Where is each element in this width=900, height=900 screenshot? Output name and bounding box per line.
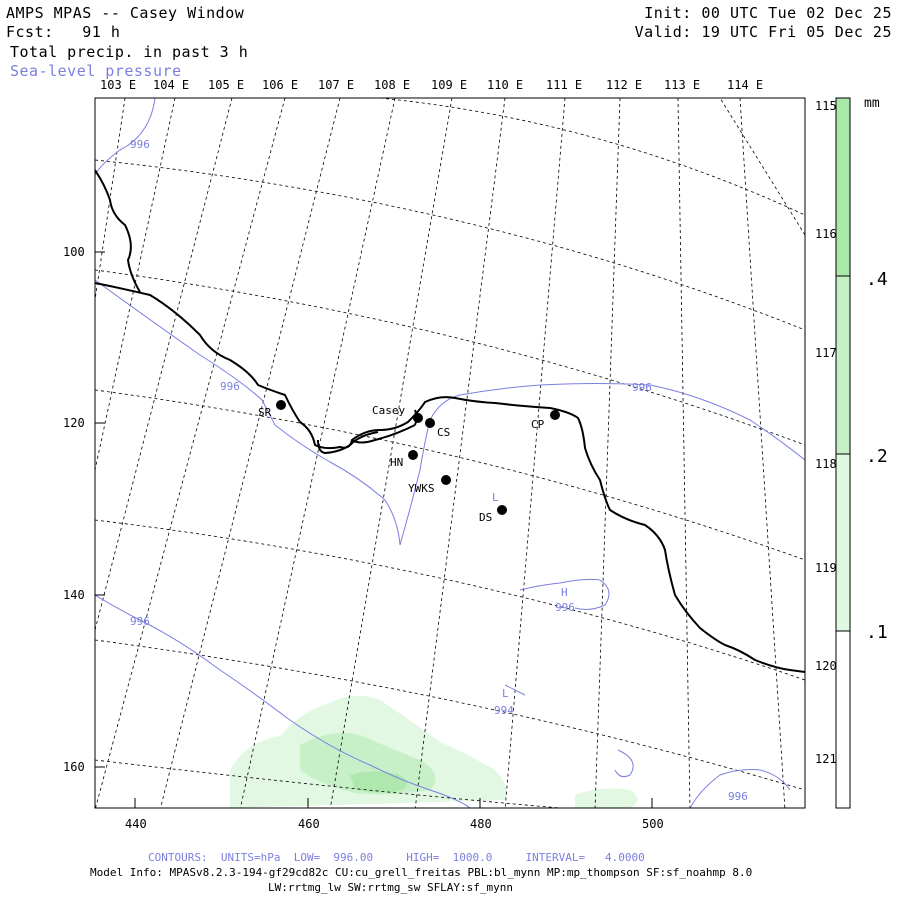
x-tick-label: 480 bbox=[470, 817, 492, 831]
lon-label: 112 E bbox=[606, 78, 642, 92]
low-marker: L bbox=[502, 687, 509, 700]
x-tick-label: 500 bbox=[642, 817, 664, 831]
map-title: AMPS MPAS -- Casey Window bbox=[6, 4, 245, 22]
colorbar-segment-high bbox=[835, 97, 851, 277]
station-label-cs: CS bbox=[437, 426, 450, 439]
station-marker-cs[interactable] bbox=[425, 418, 435, 428]
y-axis bbox=[95, 251, 105, 768]
precip-area-high bbox=[350, 771, 408, 793]
colorbar-segment-none bbox=[835, 630, 851, 809]
isobar-label: 996 bbox=[555, 601, 575, 614]
isobar-label: 994 bbox=[494, 704, 514, 717]
isobar-label: 996 bbox=[130, 138, 150, 151]
longitude-lines bbox=[95, 98, 805, 808]
y-tick-label: 160 bbox=[63, 760, 85, 774]
overlay-name: Sea-level pressure bbox=[10, 62, 182, 80]
isobar-labels: 996 996 996 996 996 994 996 L H L bbox=[130, 138, 748, 803]
station-marker-ds[interactable] bbox=[497, 505, 507, 515]
physics-info: LW:rrtmg_lw SW:rrtmg_sw SFLAY:sf_mynn bbox=[268, 881, 514, 894]
station-label-cp: CP bbox=[531, 418, 545, 431]
isobar-label: 996 bbox=[728, 790, 748, 803]
isobar-label: 996 bbox=[220, 380, 240, 393]
lon-label: 104 E bbox=[153, 78, 189, 92]
lon-label: 103 E bbox=[100, 78, 136, 92]
isobars bbox=[95, 98, 805, 808]
isobar-label: 996 bbox=[130, 615, 150, 628]
x-tick-label: 440 bbox=[125, 817, 147, 831]
x-axis bbox=[134, 798, 653, 808]
forecast-hour: Fcst: 91 h bbox=[6, 23, 121, 41]
station-label-ywks: YWKS bbox=[408, 482, 435, 495]
lon-label: 105 E bbox=[208, 78, 244, 92]
precip-area-east bbox=[575, 788, 638, 808]
map-frame bbox=[94, 97, 806, 809]
y-tick-label: 140 bbox=[63, 588, 85, 602]
coastline bbox=[95, 169, 805, 673]
lon-label: 108 E bbox=[374, 78, 410, 92]
lon-label: 106 E bbox=[262, 78, 298, 92]
stations: SR Casey CS CP HN YWKS DS bbox=[258, 400, 560, 524]
field-name: Total precip. in past 3 h bbox=[10, 43, 249, 61]
station-marker-casey[interactable] bbox=[413, 413, 423, 423]
station-marker-hn[interactable] bbox=[408, 450, 418, 460]
colorbar: mm .4 .2 .1 bbox=[835, 96, 888, 809]
y-tick-label: 120 bbox=[63, 416, 85, 430]
lon-label: 110 E bbox=[487, 78, 523, 92]
lon-label: 114 E bbox=[727, 78, 763, 92]
station-label-hn: HN bbox=[390, 456, 403, 469]
valid-time: Valid: 19 UTC Fri 05 Dec 25 bbox=[634, 23, 892, 41]
colorbar-segment-low bbox=[835, 453, 851, 632]
init-time: Init: 00 UTC Tue 02 Dec 25 bbox=[644, 4, 892, 22]
colorbar-label: .4 bbox=[866, 269, 888, 290]
latitude-lines bbox=[95, 98, 805, 808]
x-tick-label: 460 bbox=[298, 817, 320, 831]
station-label-ds: DS bbox=[479, 511, 492, 524]
lon-label: 107 E bbox=[318, 78, 354, 92]
station-label-casey: Casey bbox=[372, 404, 405, 417]
colorbar-label: .2 bbox=[866, 446, 888, 467]
colorbar-unit: mm bbox=[864, 96, 880, 111]
station-marker-cp[interactable] bbox=[550, 410, 560, 420]
isobar-label: 996 bbox=[632, 381, 652, 394]
map-area: 996 996 996 996 996 994 996 L H L SR Cas… bbox=[95, 98, 805, 808]
high-marker: H bbox=[561, 586, 568, 599]
colorbar-label: .1 bbox=[866, 622, 888, 643]
contour-info: CONTOURS: UNITS=hPa LOW= 996.00 HIGH= 10… bbox=[148, 851, 645, 864]
top-longitude-labels: 103 E 104 E 105 E 106 E 107 E 108 E 109 … bbox=[100, 78, 763, 92]
station-marker-ywks[interactable] bbox=[441, 475, 451, 485]
lon-label: 109 E bbox=[431, 78, 467, 92]
y-tick-label: 100 bbox=[63, 245, 85, 259]
lon-label: 111 E bbox=[546, 78, 582, 92]
low-marker: L bbox=[492, 491, 499, 504]
station-marker-sr[interactable] bbox=[276, 400, 286, 410]
station-label-sr: SR bbox=[258, 406, 272, 419]
lon-label: 113 E bbox=[664, 78, 700, 92]
model-info: Model Info: MPASv8.2.3-194-gf29cd82c CU:… bbox=[90, 866, 753, 879]
colorbar-segment-mid bbox=[835, 275, 851, 455]
